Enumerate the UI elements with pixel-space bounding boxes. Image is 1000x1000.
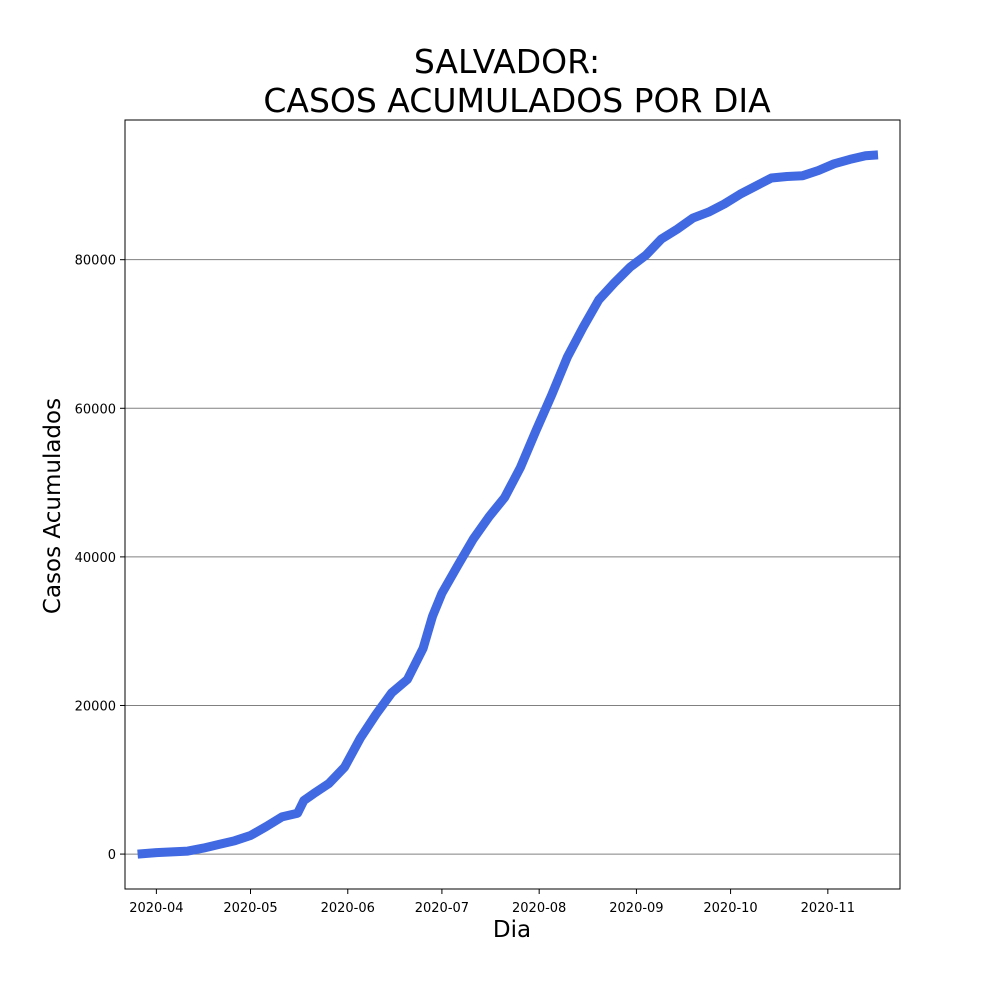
y-tick-label: 60000 [75, 402, 116, 417]
x-tick-label: 2020-07 [415, 901, 469, 916]
y-tick-label: 80000 [75, 254, 116, 269]
plot-frame [124, 119, 901, 890]
y-tick-label: 0 [108, 848, 116, 863]
x-tick-label: 2020-04 [129, 901, 183, 916]
x-tick-label: 2020-11 [801, 901, 855, 916]
chart-title-line-2: CASOS ACUMULADOS POR DIA [263, 81, 771, 120]
plot-area [137, 150, 879, 859]
x-tick-label: 2020-05 [223, 901, 277, 916]
x-axis-label: Dia [493, 917, 531, 943]
series-line-casos-acumulados [137, 150, 879, 859]
chart-title-line-1: SALVADOR: [414, 42, 600, 81]
x-tick-label: 2020-09 [609, 901, 663, 916]
y-tick-label: 40000 [75, 551, 116, 566]
x-tick-label: 2020-06 [321, 901, 375, 916]
y-axis-label: Casos Acumulados [40, 398, 66, 614]
x-tick-label: 2020-08 [512, 901, 566, 916]
y-axis-ticks: 0 20000 40000 60000 80000 [75, 254, 125, 863]
x-tick-label: 2020-10 [703, 901, 757, 916]
y-tick-label: 20000 [75, 699, 116, 714]
x-axis-ticks: 2020-04 2020-05 2020-06 2020-07 2020-08 2020-… [129, 889, 855, 916]
gridlines [125, 259, 900, 855]
